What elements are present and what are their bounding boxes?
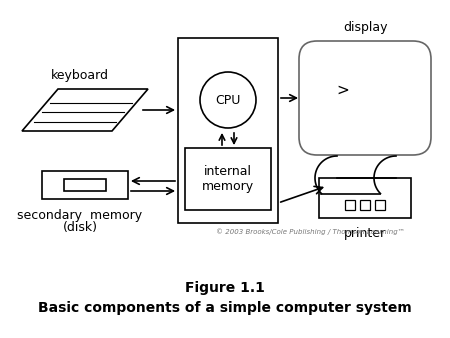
Text: >: >	[337, 82, 349, 97]
Polygon shape	[22, 89, 148, 131]
Bar	[375, 200, 385, 210]
Text: printer: printer	[344, 227, 386, 241]
Text: Figure 1.1: Figure 1.1	[185, 281, 265, 295]
Text: secondary  memory: secondary memory	[18, 209, 143, 221]
Bar	[185, 148, 271, 210]
Bar	[345, 200, 355, 210]
Text: display: display	[343, 21, 387, 33]
Bar	[42, 171, 128, 199]
Bar	[178, 38, 278, 223]
Text: (disk): (disk)	[63, 220, 98, 234]
Bar	[319, 178, 411, 218]
Text: Basic components of a simple computer system: Basic components of a simple computer sy…	[38, 301, 412, 315]
Text: keyboard: keyboard	[51, 69, 109, 81]
Bar	[360, 200, 370, 210]
Text: CPU: CPU	[215, 94, 241, 106]
Text: © 2003 Brooks/Cole Publishing / Thomson Learning™: © 2003 Brooks/Cole Publishing / Thomson …	[216, 229, 405, 235]
Text: internal
memory: internal memory	[202, 165, 254, 193]
FancyBboxPatch shape	[299, 41, 431, 155]
Bar	[64, 179, 106, 191]
Circle shape	[200, 72, 256, 128]
